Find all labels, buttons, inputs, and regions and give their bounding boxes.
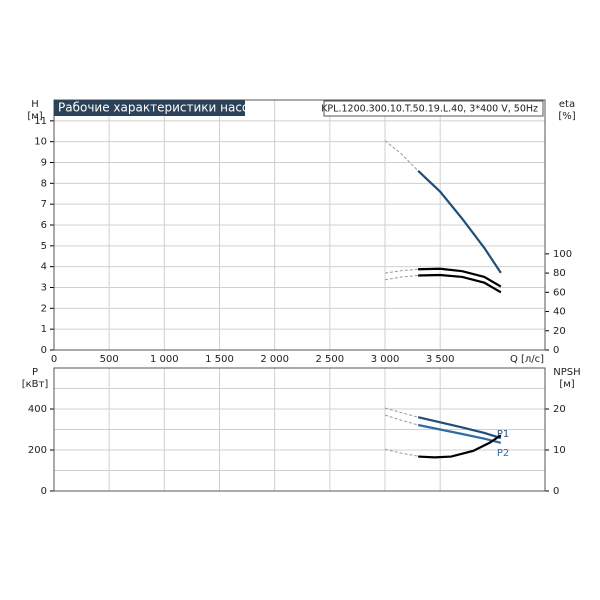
y-tick-label: 11	[34, 116, 47, 127]
y2-axis-unit: [м]	[559, 379, 574, 390]
x-tick-label: 1 000	[150, 354, 179, 365]
x-tick-label: 0	[51, 354, 57, 365]
plot-frame	[53, 367, 546, 492]
y-tick-label: 5	[41, 241, 47, 252]
y2-axis-label: NPSH	[553, 367, 580, 378]
series-line	[418, 267, 502, 288]
x-tick-label: 2 000	[260, 354, 289, 365]
y-tick-label: 200	[28, 445, 47, 456]
x-axis-label: Q [л/с]	[510, 354, 544, 365]
series-line	[384, 268, 419, 274]
series-label: P2	[497, 448, 509, 459]
subtitle-box	[323, 100, 544, 117]
series-line	[417, 416, 502, 440]
chart-title: Рабочие характеристики насоса	[58, 101, 263, 115]
y-tick-label: 8	[41, 178, 47, 189]
x-tick-label: 3 500	[426, 354, 455, 365]
y-tick-label: 7	[41, 199, 47, 210]
y-axis-unit: [кВт]	[22, 379, 49, 390]
y2-tick-label: 0	[553, 486, 559, 497]
x-tick-label: 2 500	[316, 354, 345, 365]
series-line	[384, 448, 419, 457]
y2-axis-unit: [%]	[558, 111, 575, 122]
x-tick-label: 500	[100, 354, 119, 365]
y-tick-label: 9	[41, 158, 47, 169]
series-line	[418, 434, 502, 459]
y-tick-label: 2	[41, 303, 47, 314]
y-axis-unit: [м]	[27, 111, 42, 122]
series-line	[418, 273, 502, 294]
y2-tick-label: 20	[553, 404, 566, 415]
x-tick-label: 3 000	[371, 354, 400, 365]
series-line	[384, 274, 419, 281]
y-tick-label: 6	[41, 220, 47, 231]
series-line	[417, 423, 502, 444]
series-label: P1	[497, 429, 509, 440]
y-tick-label: 3	[41, 283, 47, 294]
series-line	[384, 140, 419, 172]
y-tick-label: 10	[34, 137, 47, 148]
y2-tick-label: 10	[553, 445, 566, 456]
chart-subtitle: KPL.1200.300.10.T.50.19.L.40, 3*400 V, 5…	[321, 104, 538, 115]
y-axis-label: P	[32, 367, 38, 378]
title-box	[54, 100, 245, 116]
y-tick-label: 0	[41, 345, 47, 356]
y2-tick-label: 80	[553, 268, 566, 279]
y-tick-label: 0	[41, 486, 47, 497]
y-tick-label: 400	[28, 404, 47, 415]
x-tick-label: 1 500	[205, 354, 234, 365]
y-tick-label: 1	[41, 324, 47, 335]
y2-tick-label: 100	[553, 249, 572, 260]
y-axis-label: H	[31, 99, 39, 110]
y2-tick-label: 40	[553, 307, 566, 318]
y2-tick-label: 20	[553, 326, 566, 337]
y2-tick-label: 60	[553, 287, 566, 298]
y2-tick-label: 0	[553, 345, 559, 356]
series-line	[384, 407, 419, 418]
y2-axis-label: eta	[559, 99, 575, 110]
plot-frame	[53, 99, 546, 351]
series-line	[384, 414, 419, 426]
y-tick-label: 4	[41, 262, 47, 273]
series-line	[417, 170, 502, 274]
